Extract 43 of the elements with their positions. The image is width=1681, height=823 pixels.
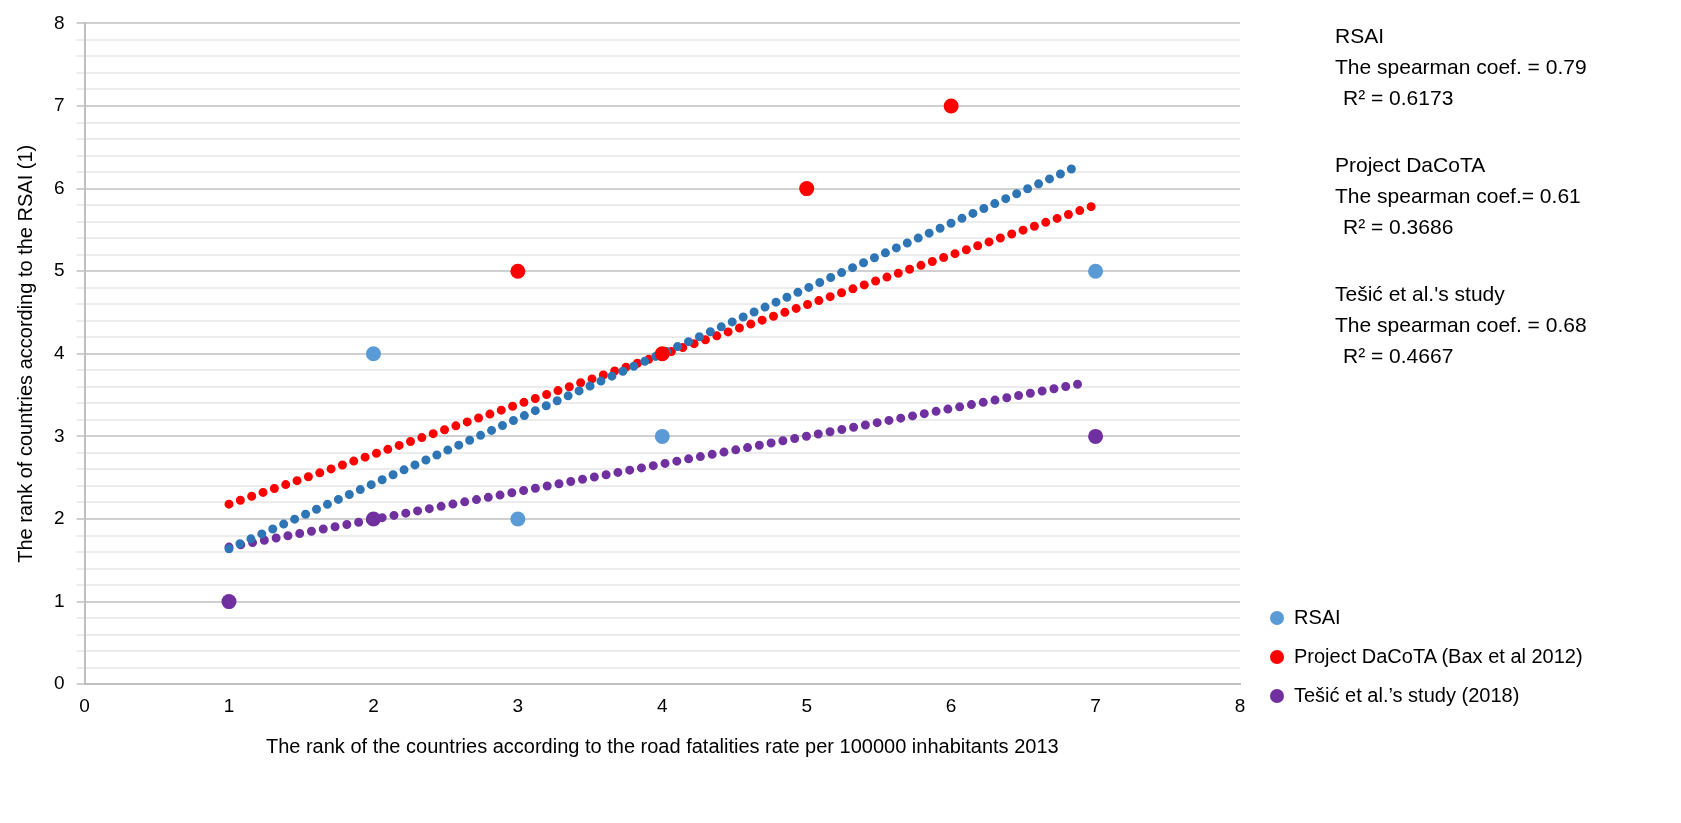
x-tick-label: 3 (512, 694, 524, 716)
point (365, 346, 381, 362)
x-tick-label: 7 (1090, 694, 1101, 716)
y-axis-title: The rank of countries according to the RSAI (1) (13, 144, 36, 563)
legend-label: Tešić et al.’s study (2018) (1294, 684, 1520, 707)
y-tick-label: 3 (53, 424, 65, 446)
text: R² = 0.6173 (1342, 85, 1455, 111)
point (510, 511, 526, 527)
point (799, 181, 815, 197)
y-tick-label: 7 (53, 94, 65, 116)
point (1088, 263, 1104, 279)
point (510, 263, 526, 279)
x-tick-label: 2 (368, 694, 379, 716)
y-tick-label: 5 (53, 259, 65, 281)
text: The spearman coef.= 0.61 (1335, 183, 1582, 209)
x-tick-label: 0 (79, 694, 90, 716)
text: RSAI (1335, 23, 1385, 49)
x-tick-label: 6 (945, 694, 957, 716)
legend-label: Project DaCoTA (Bax et al 2012) (1294, 645, 1583, 668)
point (1088, 428, 1104, 444)
y-tick-label: 4 (53, 342, 65, 364)
y-tick-label: 0 (53, 672, 65, 694)
x-tick-label: 4 (656, 694, 668, 716)
point (943, 98, 959, 114)
legend-label: RSAI (1294, 606, 1341, 629)
y-tick-label: 8 (53, 11, 65, 33)
x-tick-label: 5 (801, 694, 812, 716)
point (654, 346, 670, 362)
text: R² = 0.4667 (1342, 343, 1455, 369)
x-tick-label: 8 (1234, 694, 1246, 716)
text: The spearman coef. = 0.68 (1335, 312, 1588, 338)
y-tick-label: 2 (53, 507, 65, 529)
text: The spearman coef. = 0.79 (1335, 54, 1588, 80)
text: Project DaCoTA (1335, 152, 1487, 178)
point (654, 428, 670, 444)
text: R² = 0.3686 (1342, 214, 1455, 240)
point (365, 511, 381, 527)
x-tick-label: 1 (223, 694, 235, 716)
y-tick-label: 1 (53, 589, 65, 611)
y-tick-label: 6 (53, 176, 65, 198)
text: Tešić et al.'s study (1335, 281, 1506, 307)
x-axis-title: The rank of the countries according to the road fatalities rate per 100000 inhabitants 2013 (265, 734, 1059, 757)
point (221, 594, 237, 610)
